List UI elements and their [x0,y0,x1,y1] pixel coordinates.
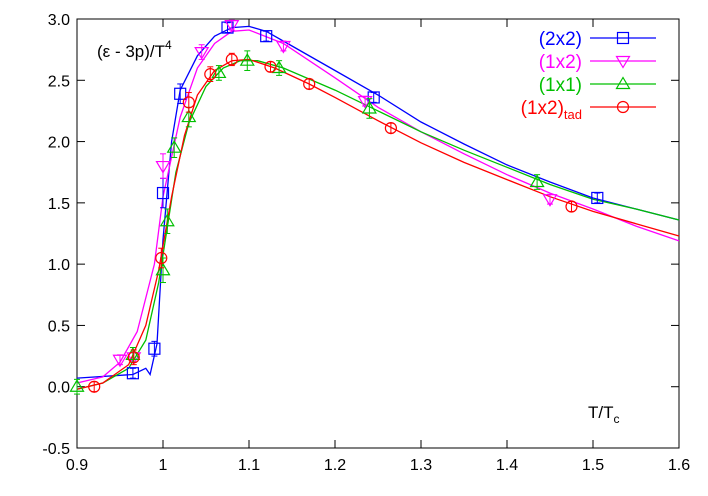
data-point [204,68,217,81]
y-tick-label: 1.5 [48,196,70,213]
data-point [112,354,128,368]
data-point [275,40,291,54]
series-curve-0 [76,25,680,379]
y-axis-label: (ε - 3p)/T4 [97,38,172,61]
data-point [174,87,187,100]
axes: 0.9 1 1.1 1.2 1.3 1.4 1.5 1.6 -0.5 0.0 0.5 1.0 1.5 2.… [42,12,690,474]
data-point [239,52,255,66]
plot-frame [76,18,680,449]
data-point [361,100,377,114]
data-point [225,53,238,66]
series-curves [76,25,680,390]
legend: (2x2)(1x2)(1x1)(1x2)tad [521,29,656,122]
y-tick-label: 3.0 [48,12,70,29]
data-point [357,96,373,109]
x-tick-label: 1.5 [582,457,604,474]
data-point [529,174,545,188]
y-tick-label: 0.5 [48,318,70,335]
y-tick-label: 2.0 [48,135,70,152]
data-point [182,96,195,109]
series-curve-1 [76,29,680,384]
x-tick-label: 1.6 [668,457,690,474]
data-point [565,200,578,213]
data-point [88,380,101,393]
y-tick-label: -0.5 [42,441,70,458]
data-point [542,194,558,207]
x-tick-label: 1.1 [238,457,260,474]
x-tick-label: 1.3 [410,457,432,474]
data-point [69,379,85,392]
data-point [156,186,170,200]
series-markers [69,19,604,395]
x-tick-label: 0.9 [66,457,88,474]
data-point [159,213,175,227]
x-tick-label: 1 [159,457,168,474]
legend-marker [615,76,631,90]
series-curve-2 [76,60,680,390]
data-point [591,191,604,205]
y-tick-label: 1.0 [48,257,70,274]
y-tick-label: 2.5 [48,73,70,90]
data-point [224,20,240,33]
data-point [155,160,171,174]
data-point [127,351,140,364]
data-point [155,262,171,276]
legend-marker [616,100,630,114]
x-tick-label: 1.2 [324,457,346,474]
data-point [166,140,182,153]
data-point [303,77,316,91]
data-point [194,46,210,60]
legend-entry-label: (1x2)tad [521,98,582,122]
series-curve-3 [76,58,680,390]
legend-entry-label: (1x2) [539,52,582,73]
data-point [126,367,140,380]
legend-marker [615,55,631,69]
legend-marker [616,31,630,45]
y-tick-label: 0.0 [48,380,70,397]
legend-entry-label: (2x2) [539,29,582,50]
data-point [221,21,234,34]
x-tick-label: 1.4 [496,457,518,474]
data-point [260,30,273,43]
x-axis-label: T/Tc [588,403,620,426]
data-point [148,342,161,355]
legend-entry-label: (1x1) [539,75,582,96]
data-point [264,60,277,73]
data-point [181,109,197,123]
data-point [155,251,168,265]
data-point [367,91,380,104]
data-point [384,121,397,135]
